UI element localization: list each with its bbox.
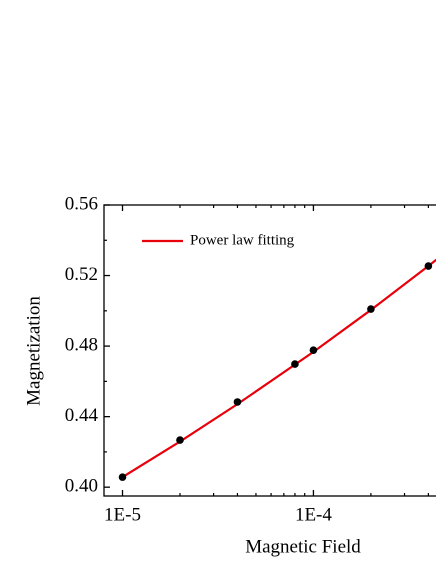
data-point <box>176 436 184 444</box>
y-tick-label: 0.56 <box>65 193 98 214</box>
fit-line <box>121 258 436 479</box>
y-tick-label: 0.44 <box>65 405 99 426</box>
data-point <box>233 398 242 406</box>
x-axis-title: Magnetic Field <box>245 536 361 557</box>
data-point <box>424 262 433 270</box>
y-tick-label: 0.48 <box>65 334 98 355</box>
x-tick-label: 1E-4 <box>295 504 332 525</box>
plot-frame <box>103 204 436 497</box>
legend-label: Power law fitting <box>190 232 295 248</box>
data-point <box>118 473 127 481</box>
x-tick-label: 1E-5 <box>104 504 141 525</box>
y-tick-label: 0.52 <box>65 264 98 285</box>
data-point <box>291 360 299 368</box>
data-point <box>309 346 318 354</box>
data-point <box>367 305 375 313</box>
y-axis-title: Magnetization <box>23 296 44 406</box>
y-tick-label: 0.40 <box>65 476 98 497</box>
